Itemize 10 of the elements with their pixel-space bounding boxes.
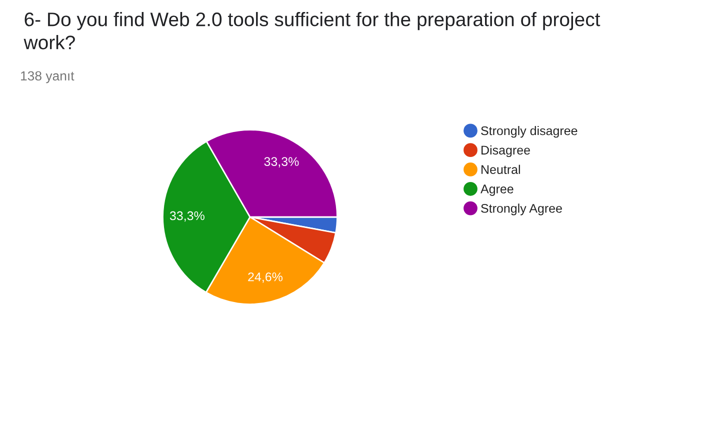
legend-label: Disagree	[482, 145, 530, 158]
chart-title: 6- Do you find Web 2.0 tools sufficient for the preparation of project work?	[24, 12, 600, 50]
legend-label: Strongly disagree	[481, 126, 578, 138]
legend-label: Agree	[480, 184, 514, 196]
text: 138 yanıt	[21, 71, 74, 84]
data-label: 24,6%	[248, 272, 283, 283]
legend-label: Neutral	[482, 164, 520, 174]
legend-label: Strongly Agree	[481, 204, 562, 216]
data-label: 33,3%	[170, 211, 204, 222]
data-label: 33,3%	[264, 157, 299, 168]
